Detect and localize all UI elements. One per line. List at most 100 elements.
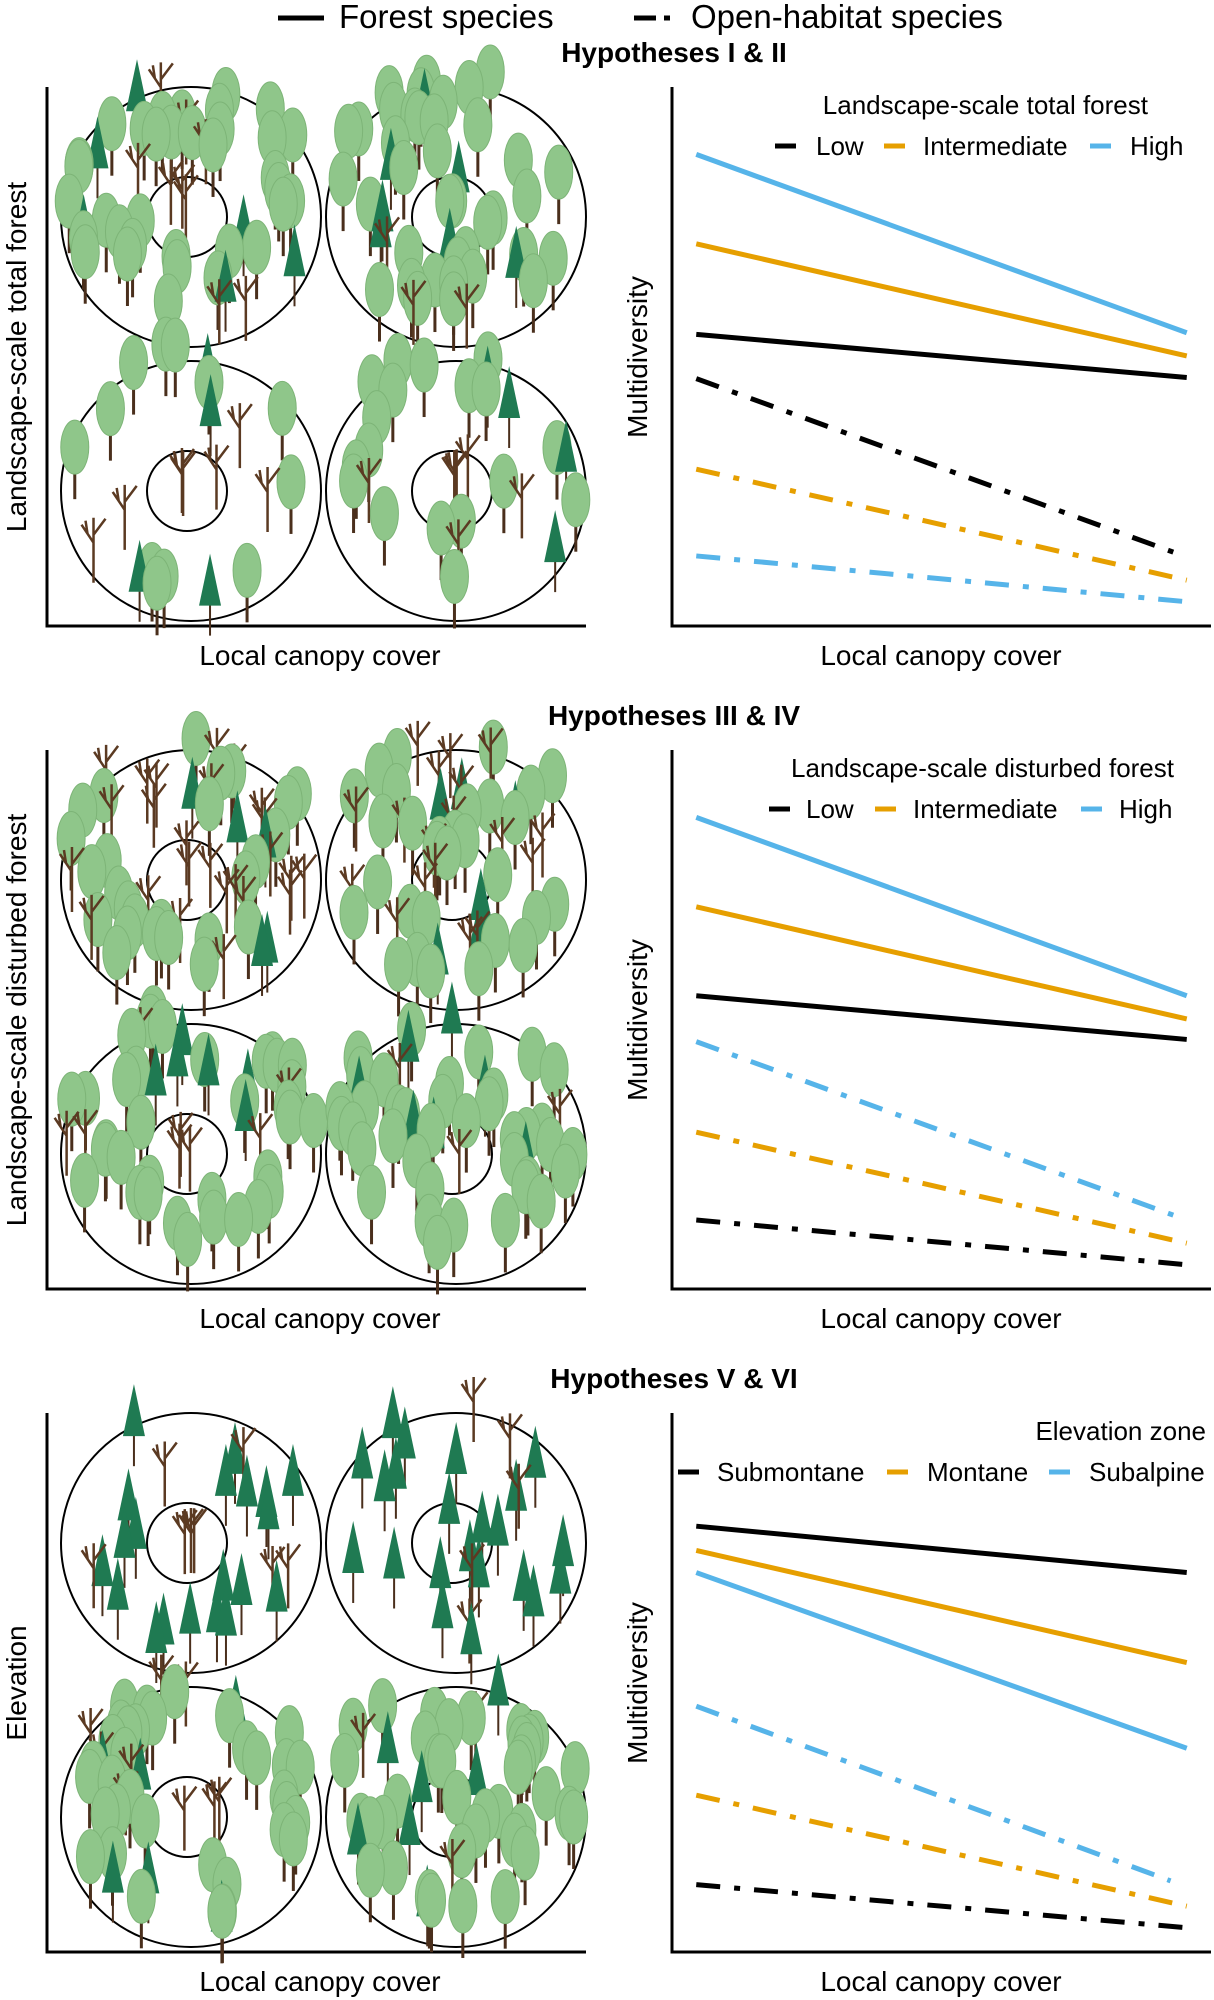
deciduous-tree-icon — [275, 1089, 305, 1170]
series-line-intermediate-open-habitat — [695, 466, 1188, 583]
dead-tree-icon — [230, 1427, 257, 1493]
series-line-low-forest — [696, 331, 1187, 381]
chart-y-label: Multidiversity — [622, 1602, 653, 1764]
dead-tree-icon — [519, 837, 546, 903]
conifer-tree-icon — [230, 1553, 253, 1636]
deciduous-tree-icon — [561, 472, 591, 552]
dead-tree-icon — [80, 1543, 107, 1609]
multidiversity-chart: Landscape-scale disturbed forest Low Inter… — [622, 750, 1211, 1334]
landscape-circle — [325, 719, 587, 1024]
dead-tree-icon — [206, 279, 233, 345]
dead-tree-icon — [454, 434, 481, 500]
multidiversity-chart: Landscape-scale total forest Low Intermedi… — [622, 87, 1211, 671]
legend-label: Submontane — [717, 1457, 864, 1487]
dead-tree-icon — [171, 1785, 198, 1851]
dead-tree-icon — [505, 1463, 532, 1529]
deciduous-tree-icon — [339, 884, 369, 965]
chart-y-label: Multidiversity — [622, 276, 653, 438]
conifer-tree-icon — [410, 1750, 433, 1833]
dead-tree-icon — [203, 444, 230, 510]
series-line-high-forest — [695, 815, 1188, 999]
conifer-tree-icon — [351, 1426, 374, 1509]
conifer-tree-icon — [398, 1793, 421, 1876]
dead-tree-icon — [275, 1543, 302, 1609]
conifer-tree-icon — [166, 1024, 189, 1107]
conifer-tree-icon — [91, 1534, 114, 1617]
dead-tree-icon — [232, 275, 259, 341]
landscape-circle — [60, 1654, 322, 1964]
dead-tree-icon — [173, 820, 200, 886]
dead-tree-icon — [529, 812, 556, 878]
dead-tree-icon — [439, 1839, 466, 1905]
deciduous-tree-icon — [160, 1664, 190, 1744]
deciduous-tree-icon — [160, 317, 190, 398]
deciduous-tree-icon — [70, 224, 100, 304]
dead-tree-icon — [477, 727, 504, 793]
landscape-circle — [325, 44, 587, 351]
deciduous-tree-icon — [339, 453, 369, 534]
dead-tree-icon — [441, 450, 468, 516]
dead-tree-icon — [508, 473, 535, 539]
chart-x-label: Local canopy cover — [820, 1303, 1061, 1334]
dead-tree-icon — [176, 1126, 203, 1192]
legend-label: High — [1119, 794, 1172, 824]
series-line-montane-forest — [695, 1548, 1188, 1665]
dead-tree-icon — [213, 868, 240, 934]
conifer-tree-icon — [373, 1449, 396, 1532]
dead-tree-icon — [443, 449, 470, 515]
conifer-tree-icon — [251, 913, 274, 996]
conifer-tree-icon — [460, 1602, 483, 1685]
dead-tree-icon — [278, 855, 305, 921]
landscape-circle — [56, 710, 322, 1017]
dead-tree-icon — [197, 842, 224, 908]
deciduous-tree-icon — [75, 1748, 105, 1829]
deciduous-tree-icon — [97, 96, 127, 176]
conifer-tree-icon — [214, 1583, 237, 1666]
dead-tree-icon — [171, 1509, 198, 1575]
dead-tree-icon — [384, 897, 411, 963]
conifer-tree-icon — [199, 374, 222, 457]
top-legend: Forest species Open-habitat species — [278, 0, 1003, 35]
conifer-tree-icon — [524, 1425, 547, 1508]
illustration-x-label: Local canopy cover — [199, 640, 440, 671]
dead-tree-icon — [259, 1546, 286, 1612]
conifer-tree-icon — [383, 1526, 406, 1609]
dead-tree-icon — [496, 1413, 523, 1479]
legend-label: Low — [816, 131, 864, 161]
conifer-tree-icon — [440, 981, 463, 1064]
deciduous-tree-icon — [559, 1789, 589, 1870]
deciduous-tree-icon — [330, 1732, 360, 1813]
deciduous-tree-icon — [154, 910, 184, 990]
deciduous-tree-icon — [95, 381, 125, 461]
deciduous-tree-icon — [365, 262, 395, 342]
conifer-tree-icon — [281, 1443, 304, 1526]
deciduous-tree-icon — [60, 419, 90, 500]
dead-tree-icon — [157, 159, 184, 225]
conifer-tree-icon — [257, 1477, 280, 1560]
deciduous-tree-icon — [242, 219, 272, 300]
deciduous-tree-icon — [463, 97, 493, 177]
deciduous-tree-icon — [526, 1173, 556, 1254]
deciduous-tree-icon — [423, 1214, 453, 1295]
dead-tree-icon — [53, 1110, 80, 1176]
series-line-intermediate-forest — [695, 241, 1188, 359]
legend-label: Subalpine — [1089, 1457, 1205, 1487]
deciduous-tree-icon — [537, 748, 567, 828]
dead-tree-icon — [98, 784, 125, 850]
dead-tree-icon — [437, 733, 464, 799]
dead-tree-icon — [355, 457, 382, 523]
deciduous-tree-icon — [198, 117, 228, 197]
series-line-submontane-open-habitat — [696, 1882, 1187, 1931]
deciduous-tree-icon — [363, 854, 393, 934]
deciduous-tree-icon — [451, 1093, 481, 1173]
conifer-tree-icon — [214, 1443, 237, 1526]
deciduous-tree-icon — [224, 1191, 254, 1272]
dead-tree-icon — [201, 1781, 228, 1847]
deciduous-tree-icon — [539, 1042, 569, 1122]
legend-forest-species: Forest species — [339, 0, 554, 35]
series-line-low-forest — [696, 993, 1187, 1042]
series-line-high-open-habitat — [695, 1039, 1175, 1218]
deciduous-tree-icon — [267, 380, 297, 461]
dead-tree-icon — [422, 842, 449, 908]
series-line-low-open-habitat — [696, 1217, 1187, 1268]
